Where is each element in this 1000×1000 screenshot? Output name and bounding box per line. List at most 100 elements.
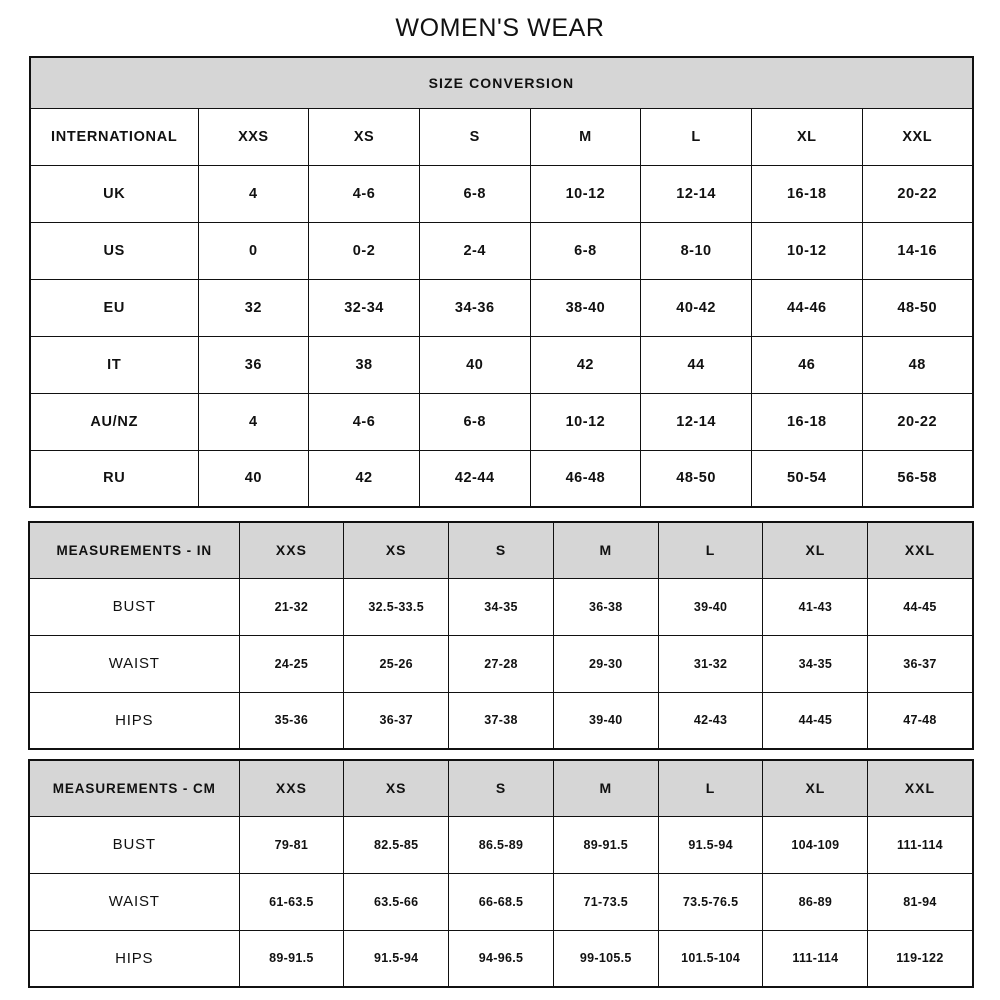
measurements-cm-cell: 71-73.5 bbox=[552, 872, 659, 931]
conversion-cell: 0 bbox=[197, 221, 310, 280]
conversion-cell: 14-16 bbox=[861, 221, 974, 280]
measurements-cm-size-header: L bbox=[657, 759, 764, 817]
conversion-size-header: S bbox=[418, 107, 531, 166]
measurements-cm-row-label: WAIST bbox=[28, 872, 240, 931]
measurements-cm-size-header: S bbox=[448, 759, 554, 817]
measurements-in-size-header: M bbox=[552, 521, 659, 579]
measurements-in-cell: 36-38 bbox=[552, 577, 659, 636]
measurements-in-cell: 21-32 bbox=[238, 577, 345, 636]
measurements-in-size-header: XXL bbox=[867, 521, 974, 579]
measurements-in-cell: 44-45 bbox=[762, 691, 869, 750]
table-row: HIPS 35-36 36-37 37-38 39-40 42-43 44-45 47-48 bbox=[28, 691, 974, 750]
measurements-cm-size-header: XXS bbox=[238, 759, 345, 817]
conversion-cell: 12-14 bbox=[640, 392, 752, 451]
conversion-row-label: UK bbox=[29, 164, 199, 223]
measurements-in-cell: 39-40 bbox=[657, 577, 764, 636]
table-row: BUST 79-81 82.5-85 86.5-89 89-91.5 91.5-94 104… bbox=[28, 815, 974, 874]
conversion-cell: 42 bbox=[529, 335, 642, 394]
table-row: AU/NZ 4 4-6 6-8 10-12 12-14 16-18 20-22 bbox=[29, 392, 974, 451]
measurements-in-cell: 41-43 bbox=[762, 577, 869, 636]
measurements-in-header-row: MEASUREMENTS - IN XXS XS S M L XL XXL bbox=[28, 521, 974, 579]
measurements-cm-size-header: M bbox=[552, 759, 659, 817]
conversion-cell: 12-14 bbox=[640, 164, 752, 223]
conversion-cell: 32-34 bbox=[308, 278, 420, 337]
conversion-cell: 32 bbox=[197, 278, 310, 337]
table-row: RU 40 42 42-44 46-48 48-50 50-54 56-58 bbox=[29, 449, 974, 508]
measurements-in-cell: 27-28 bbox=[448, 634, 554, 693]
measurements-in-cell: 36-37 bbox=[867, 634, 974, 693]
measurements-in-cell: 36-37 bbox=[343, 691, 450, 750]
measurements-cm-cell: 99-105.5 bbox=[552, 929, 659, 988]
conversion-cell: 50-54 bbox=[750, 449, 863, 508]
measurements-cm-cell: 86.5-89 bbox=[448, 815, 554, 874]
measurements-in-cell: 37-38 bbox=[448, 691, 554, 750]
conversion-cell: 40-42 bbox=[640, 278, 752, 337]
measurements-in-size-header: S bbox=[448, 521, 554, 579]
measurements-cm-row-label: HIPS bbox=[28, 929, 240, 988]
table-row: HIPS 89-91.5 91.5-94 94-96.5 99-105.5 101.5-1… bbox=[28, 929, 974, 988]
conversion-size-header: M bbox=[529, 107, 642, 166]
conversion-cell: 10-12 bbox=[750, 221, 863, 280]
conversion-cell: 20-22 bbox=[861, 392, 974, 451]
conversion-size-header: L bbox=[640, 107, 752, 166]
measurements-in-cell: 34-35 bbox=[762, 634, 869, 693]
conversion-cell: 38-40 bbox=[529, 278, 642, 337]
size-conversion-table: SIZE CONVERSION INTERNATIONAL XXS XS S M L XL XX… bbox=[29, 56, 974, 508]
measurements-cm-header-label: MEASUREMENTS - CM bbox=[28, 759, 240, 817]
conversion-row-label: US bbox=[29, 221, 199, 280]
table-row: BUST 21-32 32.5-33.5 34-35 36-38 39-40 41-43 44… bbox=[28, 577, 974, 636]
measurements-in-cell: 32.5-33.5 bbox=[343, 577, 450, 636]
conversion-cell: 42-44 bbox=[418, 449, 531, 508]
conversion-row-label: RU bbox=[29, 449, 199, 508]
measurements-cm-size-header: XL bbox=[762, 759, 869, 817]
table-row: US 0 0-2 2-4 6-8 8-10 10-12 14-16 bbox=[29, 221, 974, 280]
conversion-cell: 46-48 bbox=[529, 449, 642, 508]
conversion-cell: 10-12 bbox=[529, 164, 642, 223]
table-row: WAIST 24-25 25-26 27-28 29-30 31-32 34-35 36-37 bbox=[28, 634, 974, 693]
measurements-cm-cell: 119-122 bbox=[867, 929, 974, 988]
measurements-in-size-header: L bbox=[657, 521, 764, 579]
page-title: WOMEN'S WEAR bbox=[395, 14, 605, 42]
measurements-cm-cell: 82.5-85 bbox=[343, 815, 450, 874]
conversion-cell: 6-8 bbox=[529, 221, 642, 280]
conversion-cell: 44-46 bbox=[750, 278, 863, 337]
conversion-cell: 6-8 bbox=[418, 164, 531, 223]
measurements-in-cell: 25-26 bbox=[343, 634, 450, 693]
measurements-cm-header-row: MEASUREMENTS - CM XXS XS S M L XL XXL bbox=[28, 759, 974, 817]
measurements-in-cell: 34-35 bbox=[448, 577, 554, 636]
conversion-cell: 48-50 bbox=[861, 278, 974, 337]
measurements-cm-table: MEASUREMENTS - CM XXS XS S M L XL XXL BUST 79-81… bbox=[28, 759, 974, 988]
measurements-cm-cell: 101.5-104 bbox=[657, 929, 764, 988]
conversion-size-header: XXL bbox=[861, 107, 974, 166]
measurements-in-cell: 42-43 bbox=[657, 691, 764, 750]
measurements-cm-row-label: BUST bbox=[28, 815, 240, 874]
conversion-row-label: IT bbox=[29, 335, 199, 394]
conversion-cell: 4-6 bbox=[308, 392, 420, 451]
conversion-cell: 4-6 bbox=[308, 164, 420, 223]
conversion-banner-row: SIZE CONVERSION bbox=[29, 56, 974, 109]
conversion-cell: 2-4 bbox=[418, 221, 531, 280]
measurements-cm-size-header: XXL bbox=[867, 759, 974, 817]
measurements-cm-cell: 81-94 bbox=[867, 872, 974, 931]
conversion-cell: 34-36 bbox=[418, 278, 531, 337]
conversion-cell: 8-10 bbox=[640, 221, 752, 280]
measurements-in-row-label: WAIST bbox=[28, 634, 240, 693]
measurements-in-cell: 47-48 bbox=[867, 691, 974, 750]
measurements-in-table: MEASUREMENTS - IN XXS XS S M L XL XXL BUST 21-32… bbox=[28, 521, 974, 750]
conversion-size-header: XXS bbox=[197, 107, 310, 166]
measurements-in-size-header: XL bbox=[762, 521, 869, 579]
conversion-row-label: EU bbox=[29, 278, 199, 337]
measurements-cm-cell: 104-109 bbox=[762, 815, 869, 874]
table-row: EU 32 32-34 34-36 38-40 40-42 44-46 48-50 bbox=[29, 278, 974, 337]
table-row: WAIST 61-63.5 63.5-66 66-68.5 71-73.5 73.5-76… bbox=[28, 872, 974, 931]
measurements-in-cell: 31-32 bbox=[657, 634, 764, 693]
conversion-cell: 10-12 bbox=[529, 392, 642, 451]
measurements-cm-cell: 61-63.5 bbox=[238, 872, 345, 931]
measurements-cm-cell: 89-91.5 bbox=[238, 929, 345, 988]
conversion-cell: 40 bbox=[418, 335, 531, 394]
conversion-cell: 20-22 bbox=[861, 164, 974, 223]
measurements-in-cell: 44-45 bbox=[867, 577, 974, 636]
conversion-cell: 36 bbox=[197, 335, 310, 394]
measurements-cm-size-header: XS bbox=[343, 759, 450, 817]
